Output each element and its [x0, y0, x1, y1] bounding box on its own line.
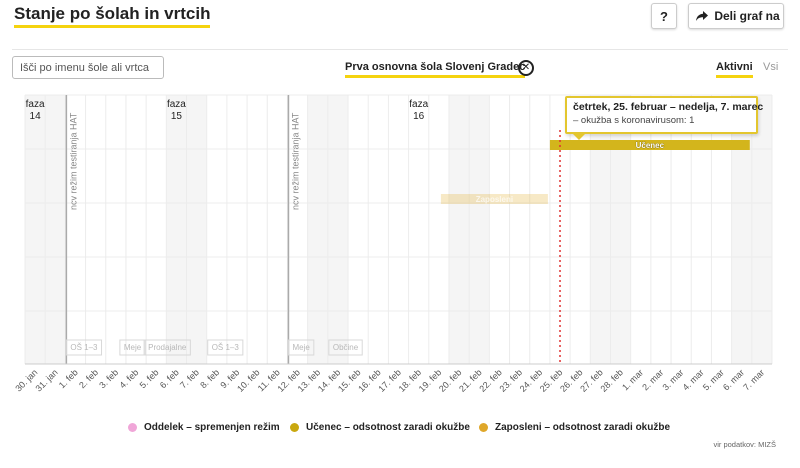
filter-active-tab[interactable]: Aktivni — [716, 61, 753, 78]
measure-label: Prodajalne — [148, 343, 187, 352]
measure-label-box — [287, 339, 315, 356]
tooltip-title: četrtek, 25. februar – nedelja, 7. marec — [573, 101, 764, 113]
weekend-shade — [186, 95, 207, 364]
data-source: vir podatkov: MIZŠ — [713, 440, 776, 449]
weekend-shade — [590, 95, 611, 364]
x-tick-label: 7. feb — [178, 367, 201, 390]
close-icon-glyph: ✕ — [521, 62, 531, 73]
x-tick-label: 2. feb — [77, 367, 100, 390]
weekend-shade — [731, 95, 752, 364]
measure-label-box — [143, 339, 191, 356]
legend-item-ucenec[interactable]: Učenec – odsotnost zaradi okužbe — [290, 422, 470, 433]
legend-swatch — [128, 423, 137, 432]
help-button[interactable]: ? — [651, 3, 677, 29]
phase-label: faza — [26, 99, 45, 110]
measure-label: Meje — [124, 343, 142, 352]
legend-item-zaposleni[interactable]: Zaposleni – odsotnost zaradi okužbe — [479, 422, 670, 433]
measure-label: OŠ 1–3 — [70, 343, 98, 352]
bar-ucenec — [549, 140, 750, 150]
weekend-shade — [25, 95, 46, 364]
help-button-label: ? — [660, 8, 668, 24]
x-tick-label: 6. feb — [158, 367, 181, 390]
regime-change-label: ncv režim testiranja HAT — [68, 112, 78, 210]
legend-label: Zaposleni – odsotnost zaradi okužbe — [495, 422, 671, 433]
share-button-label: Deli graf na — [714, 9, 780, 23]
tooltip: četrtek, 25. februar – nedelja, 7. marec… — [565, 96, 764, 140]
x-tick-label: 31. jan — [34, 367, 60, 393]
weekend-shade — [166, 95, 187, 364]
phase-label: faza — [167, 99, 186, 110]
search-input[interactable] — [12, 56, 164, 79]
weekend-shade — [45, 95, 66, 364]
x-tick-label: 3. mar — [660, 367, 685, 392]
legend-swatch — [479, 423, 488, 432]
x-tick-label: 8. feb — [198, 367, 221, 390]
x-tick-label: 5. feb — [138, 367, 161, 390]
x-tick-label: 1. feb — [57, 367, 80, 390]
bar-label: Učenec — [636, 141, 665, 150]
legend-label: Učenec – odsotnost zaradi okužbe — [306, 422, 470, 433]
legend-swatch — [290, 423, 299, 432]
measure-label: Občine — [333, 343, 359, 352]
x-tick-label: 6. mar — [721, 367, 746, 392]
legend: Oddelek – spremenjen režim Učenec – odso… — [0, 422, 800, 436]
phase-number: 14 — [30, 111, 42, 122]
tooltip-body: – okužba s koronavirusom: 1 — [573, 115, 695, 126]
weekend-shade — [448, 95, 470, 364]
filter-all-tab[interactable]: Vsi — [763, 61, 779, 73]
measure-label: OŠ 1–3 — [212, 343, 240, 352]
x-tick-label: 3. feb — [97, 367, 120, 390]
phase-number: 15 — [171, 111, 183, 122]
regime-change-label: ncv režim testiranja HAT — [290, 112, 300, 210]
x-tick-label: 28. feb — [598, 367, 625, 394]
weekend-shade — [469, 95, 490, 364]
x-tick-label: 10. feb — [235, 367, 262, 394]
weekend-shade — [307, 95, 328, 364]
weekend-shade — [610, 95, 631, 364]
phase-label: faza — [409, 99, 428, 110]
share-icon — [696, 10, 709, 21]
selected-school-name: Prva osnovna šola Slovenj Gradec — [345, 61, 526, 78]
legend-item-oddelek[interactable]: Oddelek – spremenjen režim — [128, 422, 280, 433]
share-button[interactable]: Deli graf na — [688, 3, 784, 29]
close-icon[interactable]: ✕ — [518, 60, 534, 76]
phase-number: 16 — [413, 111, 425, 122]
weekend-shade — [327, 95, 349, 364]
x-tick-label: 4. mar — [681, 367, 706, 392]
measure-label-box — [328, 339, 363, 356]
bar-label: Zaposleni — [476, 195, 513, 204]
measure-label-box — [119, 339, 146, 356]
page-title: Stanje po šolah in vrtcih — [14, 4, 211, 28]
header-divider — [12, 49, 788, 50]
weekend-shade — [751, 95, 772, 364]
x-tick-label: 5. mar — [701, 367, 726, 392]
legend-label: Oddelek – spremenjen režim — [144, 422, 280, 433]
x-tick-label: 4. feb — [117, 367, 140, 390]
bar-zaposleni — [440, 194, 548, 204]
x-tick-label: 7. mar — [741, 367, 766, 392]
measure-label-box — [207, 339, 244, 356]
measure-label: Meje — [292, 343, 310, 352]
x-tick-label: 1. mar — [620, 367, 645, 392]
measure-label-box — [65, 339, 103, 356]
x-tick-label: 2. mar — [640, 367, 665, 392]
